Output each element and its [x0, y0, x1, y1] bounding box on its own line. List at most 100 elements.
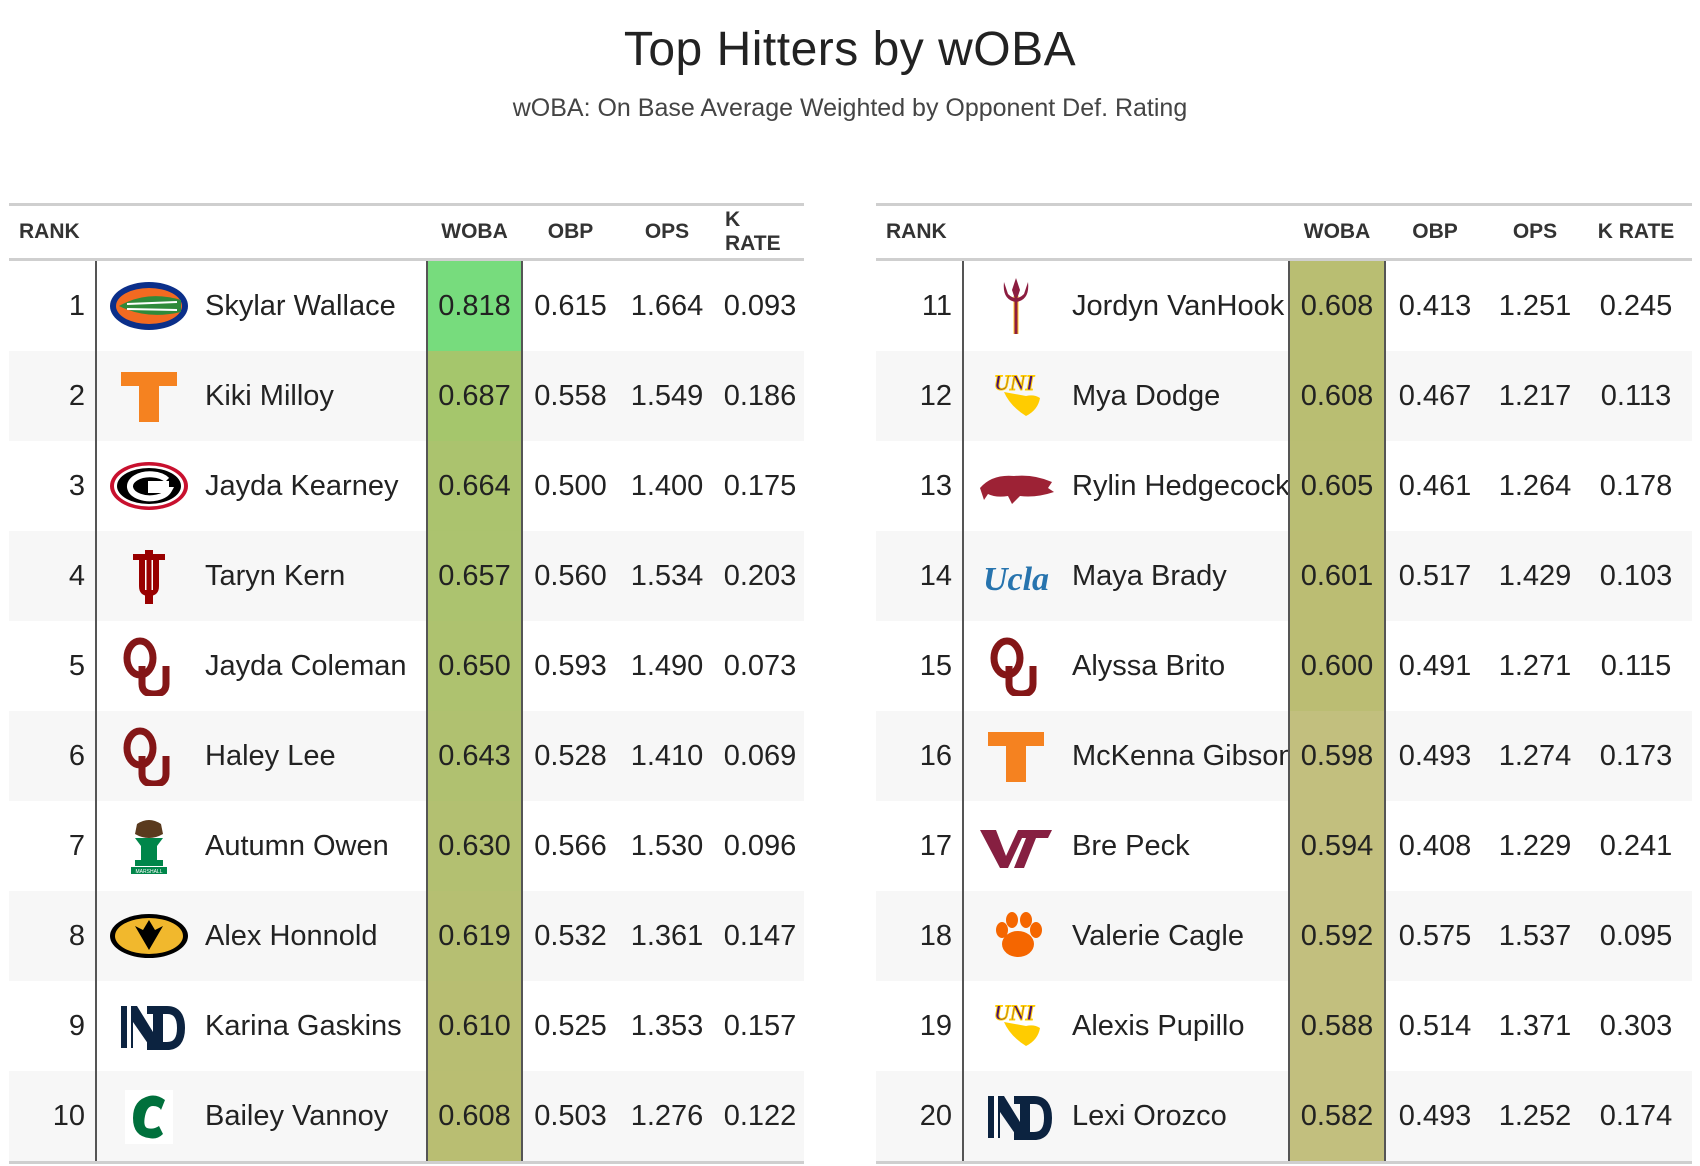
k-rate-cell: 0.115	[1600, 649, 1672, 682]
player-name: Rylin Hedgecock	[1072, 469, 1290, 502]
k-rate-cell: 0.186	[723, 379, 797, 412]
table-row: 1 Skylar Wallace 0.818 0.615 1.664 0.093	[9, 261, 804, 351]
obp-cell: 0.593	[534, 649, 607, 682]
uni-panther-icon: UNI	[974, 996, 1058, 1056]
ops-cell: 1.410	[630, 739, 704, 772]
obp-cell: 0.560	[534, 559, 607, 592]
woba-cell: 0.608	[426, 1071, 523, 1161]
florida-gators-icon	[107, 276, 191, 336]
table-row: 8 Alex Honnold 0.619 0.532 1.361 0.147	[9, 891, 804, 981]
table-row: 6 Haley Lee 0.643 0.528 1.410 0.069	[9, 711, 804, 801]
k-rate-cell: 0.203	[723, 559, 797, 592]
ops-cell: 1.229	[1498, 829, 1572, 862]
team-logo	[97, 891, 201, 981]
rank-cell: 15	[876, 621, 964, 711]
obp-cell: 0.461	[1398, 469, 1472, 502]
woba-cell: 0.594	[1288, 801, 1386, 891]
marshall-bison-icon: MARSHALL	[107, 816, 191, 876]
woba-cell: 0.600	[1288, 621, 1386, 711]
team-logo	[97, 621, 201, 711]
rank-cell: 9	[9, 981, 97, 1071]
obp-cell: 0.500	[534, 469, 607, 502]
oklahoma-ou-icon	[974, 636, 1058, 696]
rank-cell: 1	[9, 261, 97, 351]
ops-cell: 1.490	[630, 649, 704, 682]
player-name: Haley Lee	[205, 739, 336, 772]
woba-cell: 0.605	[1288, 441, 1386, 531]
tennessee-t-icon	[974, 726, 1058, 786]
table-row: 20 Lexi Orozco 0.582 0.493 1.252 0.174	[876, 1071, 1692, 1161]
table-top-rule	[876, 203, 1692, 206]
player-name: Jayda Kearney	[205, 469, 399, 502]
obp-cell: 0.467	[1398, 379, 1472, 412]
k-rate-cell: 0.122	[723, 1099, 797, 1132]
team-logo	[97, 351, 201, 441]
svg-text:UNI: UNI	[994, 370, 1036, 395]
charlotte-c-icon	[107, 1086, 191, 1146]
obp-cell: 0.615	[534, 289, 607, 322]
team-logo	[97, 1071, 201, 1161]
obp-cell: 0.517	[1398, 559, 1472, 592]
team-logo	[97, 531, 201, 621]
team-logo	[97, 981, 201, 1071]
obp-cell: 0.528	[534, 739, 607, 772]
leaderboard-table-left: RANK WOBA OBP OPS K RATE 1 Skylar Wallace…	[9, 203, 804, 1164]
player-name: Bailey Vannoy	[205, 1099, 389, 1132]
woba-cell: 0.598	[1288, 711, 1386, 801]
tennessee-t-icon	[107, 366, 191, 426]
rank-cell: 11	[876, 261, 964, 351]
ops-cell: 1.276	[630, 1099, 704, 1132]
table-row: 4 Taryn Kern 0.657 0.560 1.534 0.203	[9, 531, 804, 621]
notre-dame-nd-icon	[107, 996, 191, 1056]
woba-cell: 0.650	[426, 621, 523, 711]
k-rate-cell: 0.147	[723, 919, 797, 952]
k-rate-cell: 0.093	[723, 289, 797, 322]
k-rate-cell: 0.069	[723, 739, 797, 772]
svg-text:Ucla: Ucla	[983, 561, 1049, 598]
player-name: Alexis Pupillo	[1072, 1009, 1245, 1042]
ops-cell: 1.353	[630, 1009, 704, 1042]
table-row: 15 Alyssa Brito 0.600 0.491 1.271 0.115	[876, 621, 1692, 711]
oklahoma-ou-icon	[107, 636, 191, 696]
virginia-tech-vt-icon	[974, 816, 1058, 876]
header-ops: OPS	[1512, 220, 1558, 243]
woba-cell: 0.608	[1288, 261, 1386, 351]
table-body: 1 Skylar Wallace 0.818 0.615 1.664 0.093 2 Kiki…	[9, 261, 804, 1161]
header-k-rate: K RATE	[725, 208, 781, 255]
k-rate-cell: 0.073	[723, 649, 797, 682]
header-ops: OPS	[644, 220, 690, 243]
header-rank: RANK	[19, 220, 80, 243]
ops-cell: 1.400	[630, 469, 704, 502]
k-rate-cell: 0.095	[1599, 919, 1673, 952]
header-obp: OBP	[547, 220, 594, 243]
rank-cell: 6	[9, 711, 97, 801]
woba-cell: 0.608	[1288, 351, 1386, 441]
ops-cell: 1.549	[630, 379, 704, 412]
table-row: 2 Kiki Milloy 0.687 0.558 1.549 0.186	[9, 351, 804, 441]
table-row: 12 UNI Mya Dodge 0.608 0.467 1.217 0.113	[876, 351, 1692, 441]
woba-cell: 0.818	[426, 261, 523, 351]
ops-cell: 1.534	[630, 559, 704, 592]
table-header: RANK WOBA OBP OPS K RATE	[876, 206, 1692, 261]
table-header: RANK WOBA OBP OPS K RATE	[9, 206, 804, 261]
k-rate-cell: 0.241	[1599, 829, 1673, 862]
team-logo	[964, 711, 1068, 801]
team-logo	[964, 441, 1068, 531]
svg-text:MARSHALL: MARSHALL	[136, 869, 163, 875]
k-rate-cell: 0.113	[1600, 379, 1672, 412]
rank-cell: 17	[876, 801, 964, 891]
player-name: Lexi Orozco	[1072, 1099, 1227, 1132]
k-rate-cell: 0.245	[1599, 289, 1673, 322]
obp-cell: 0.408	[1398, 829, 1472, 862]
rank-cell: 10	[9, 1071, 97, 1161]
header-woba: WOBA	[441, 220, 508, 243]
team-logo	[964, 261, 1068, 351]
woba-cell: 0.592	[1288, 891, 1386, 981]
header-obp: OBP	[1412, 220, 1458, 243]
team-logo	[97, 711, 201, 801]
ucla-script-icon: Ucla	[974, 546, 1058, 606]
woba-cell: 0.588	[1288, 981, 1386, 1071]
woba-cell: 0.582	[1288, 1071, 1386, 1161]
woba-cell: 0.630	[426, 801, 523, 891]
table-row: 17 Bre Peck 0.594 0.408 1.229 0.241	[876, 801, 1692, 891]
